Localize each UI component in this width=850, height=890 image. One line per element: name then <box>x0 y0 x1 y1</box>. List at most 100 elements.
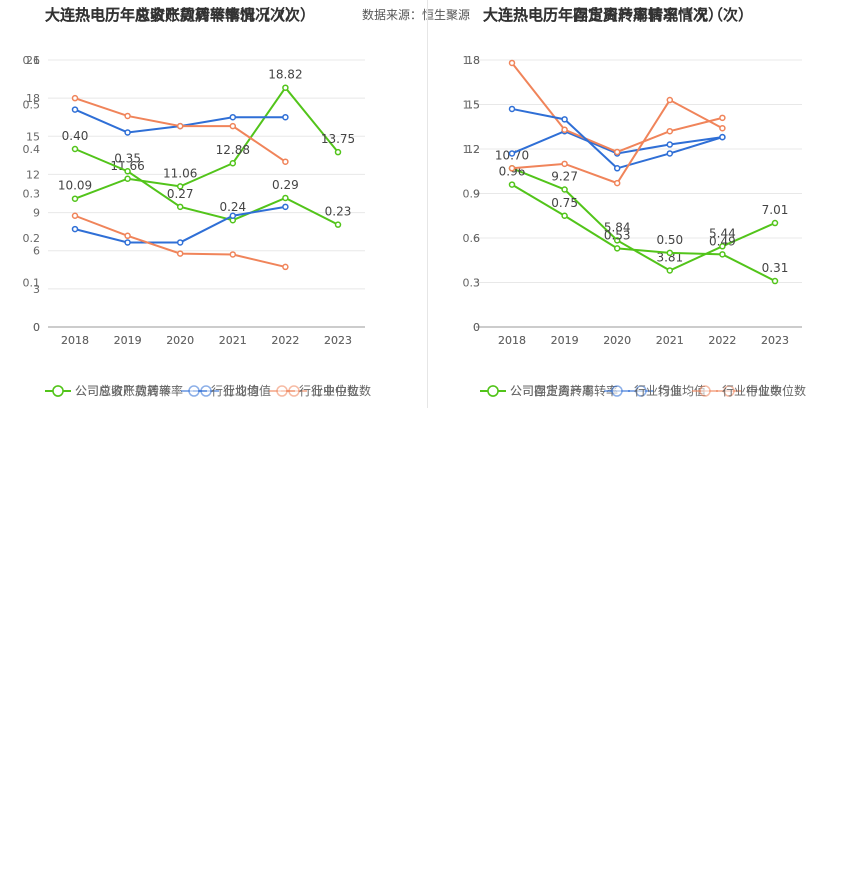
data-point <box>282 203 289 211</box>
x-tick-label: 2018 <box>61 334 89 347</box>
data-label: 10.09 <box>58 179 92 193</box>
data-point <box>176 250 184 257</box>
legend-item: 行业中位数 <box>716 383 806 398</box>
legend-marker-icon <box>611 385 623 397</box>
legend-label: 行业均值 <box>634 383 682 398</box>
data-label: 9.27 <box>551 169 578 183</box>
data-label: 5.84 <box>604 220 631 234</box>
x-tick-label: 2020 <box>166 334 194 347</box>
data-point <box>176 239 184 246</box>
data-point <box>508 150 516 157</box>
data-point <box>124 239 131 246</box>
legend-label: 行业中位数 <box>311 383 371 398</box>
legend-label: 行业均值 <box>211 383 259 398</box>
data-point <box>613 148 621 156</box>
data-label: 0.75 <box>551 196 578 210</box>
data-label: 12.88 <box>216 143 250 157</box>
series-line-0 <box>511 167 776 272</box>
chart-title: 大连热电历年固定资产周转率情况（次） <box>483 6 754 24</box>
data-point <box>229 251 237 258</box>
y-tick-label: 1.5 <box>463 99 481 112</box>
data-label: 0.49 <box>709 234 736 248</box>
x-tick-label: 2022 <box>708 334 736 347</box>
y-tick-label: 18 <box>466 54 480 67</box>
data-point <box>71 94 79 102</box>
x-tick-label: 2019 <box>114 334 142 347</box>
data-point <box>613 165 621 172</box>
data-label: 18.82 <box>268 68 302 82</box>
data-point <box>561 186 568 193</box>
data-point <box>561 116 568 123</box>
legend-item: 行业均值 <box>628 383 706 398</box>
data-point <box>71 145 79 153</box>
y-tick-label: 0.6 <box>463 232 481 245</box>
y-tick-label: 9 <box>473 188 480 201</box>
y-tick-label: 6 <box>473 232 480 245</box>
data-point <box>508 105 516 113</box>
data-point <box>666 267 674 274</box>
legend-marker-icon <box>723 385 735 397</box>
data-label: 0.23 <box>325 205 352 219</box>
x-tick-label: 2022 <box>271 334 299 347</box>
data-label: 0.29 <box>272 178 299 192</box>
chart-group-2: 036912151820182019202020212022202310.709… <box>466 54 806 398</box>
chart-panel-right: 大连热电历年固定资产周转率情况（次） 大连热电历年存货周转率情况（次） 0 3 6 9… <box>428 0 850 410</box>
data-point <box>124 175 131 183</box>
x-tick-label: 2023 <box>324 334 352 347</box>
chart-group-0: 0 3 6 9 12 15 18 21 2018 2019 2020 2021 2022 2023 10.0… <box>26 54 371 398</box>
data-point <box>666 96 674 104</box>
data-label: 0.35 <box>114 151 141 165</box>
data-label: 7.01 <box>762 203 789 217</box>
series-line-0 <box>74 86 339 200</box>
y-tick-label: 0.3 <box>463 277 481 290</box>
legend-label: 行业均值 <box>658 383 706 398</box>
y-tick-label: 12 <box>26 168 40 181</box>
data-label: 11.66 <box>110 159 144 173</box>
data-point <box>719 243 726 250</box>
y-tick-label: 6 <box>33 245 40 258</box>
chart-title: 大连热电历年存货周转率情况（次） <box>483 6 724 24</box>
series-line-1 <box>511 107 723 170</box>
legend-item: 行业均值 <box>181 383 259 398</box>
data-point <box>508 181 516 188</box>
panel-divider <box>427 0 428 408</box>
data-point <box>771 219 779 227</box>
legend-marker-icon <box>635 385 647 397</box>
x-tick-label: 2023 <box>761 334 789 347</box>
data-label: 0.53 <box>604 228 631 242</box>
y-tick-label: 3 <box>33 283 40 296</box>
legend-marker-icon <box>699 385 711 397</box>
chart-title: 大连热电历年总资产周转率情况（次） <box>45 6 301 24</box>
x-tick-label: 2020 <box>603 334 631 347</box>
chart-group-1: 0 0.1 0.2 0.3 0.4 0.5 0.6 2018 2019 2020 2021 2022 2… <box>23 54 360 398</box>
data-point <box>229 122 237 130</box>
data-point <box>229 212 237 219</box>
y-tick-label: 15 <box>26 130 40 143</box>
x-tick-label: 2018 <box>61 334 89 347</box>
data-point <box>124 129 131 136</box>
legend-item: 行业中位数 <box>269 383 359 398</box>
data-point <box>719 114 726 122</box>
y-tick-label: 0.6 <box>23 54 41 67</box>
data-point <box>613 179 621 187</box>
data-point <box>71 106 79 113</box>
data-point <box>334 148 342 156</box>
data-label: 13.75 <box>321 132 355 146</box>
data-point <box>282 263 289 271</box>
legend-item: 公司总资产周转率 <box>45 383 171 398</box>
x-tick-label: 2019 <box>114 334 142 347</box>
legend-item: 公司存货周转率 <box>480 383 594 398</box>
data-point <box>719 133 726 141</box>
data-point <box>71 225 79 233</box>
x-tick-label: 2023 <box>761 334 789 347</box>
x-tick-label: 2019 <box>551 334 579 347</box>
data-point <box>124 112 131 120</box>
chart-canvas-left: 0 3 6 9 12 15 18 21 2018 2019 2020 2021 2022 2023 10.0… <box>23 54 372 398</box>
x-tick-label: 2019 <box>551 334 579 347</box>
data-point <box>334 221 342 228</box>
data-point <box>719 251 726 258</box>
legend-label: 公司固定资产周转率 <box>510 383 618 398</box>
data-point <box>508 165 516 172</box>
data-point <box>124 168 131 175</box>
x-tick-label: 2018 <box>498 334 526 347</box>
